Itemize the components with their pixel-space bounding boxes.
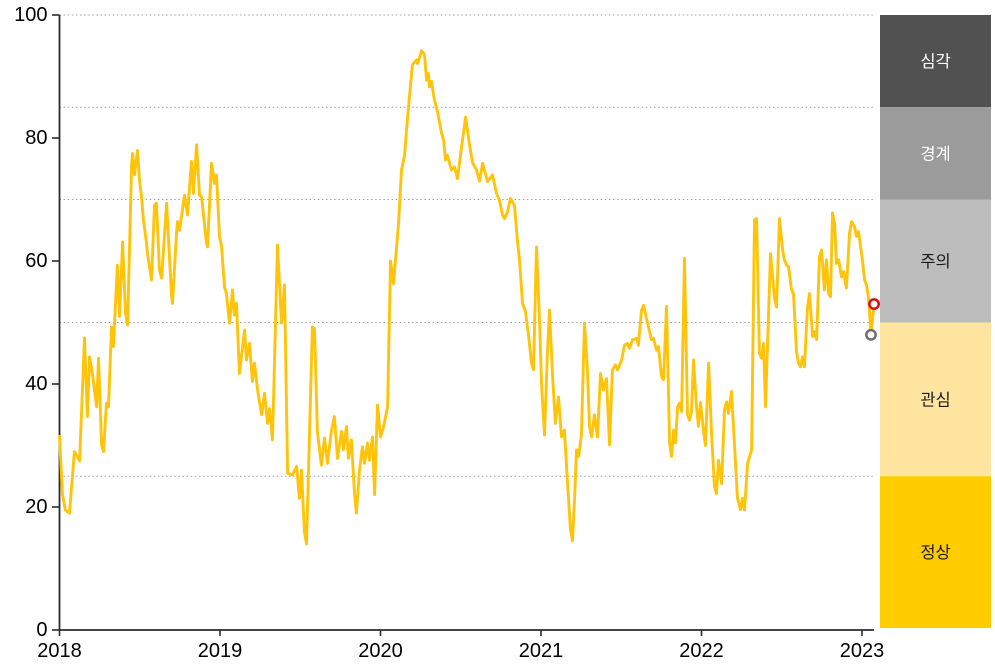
zone-label-4: 정상	[920, 543, 950, 562]
x-tick-label-2019: 2019	[198, 640, 243, 662]
zone-label-1: 경계	[920, 144, 950, 163]
y-tick-label-20: 20	[25, 496, 47, 518]
zone-band-3	[880, 322, 991, 477]
x-tick-label-2022: 2022	[679, 640, 724, 662]
y-tick-label-0: 0	[36, 619, 47, 641]
x-tick-label-2020: 2020	[358, 640, 403, 662]
y-tick-label-80: 80	[25, 127, 47, 149]
y-tick-label-100: 100	[14, 4, 47, 26]
zone-band-0	[880, 15, 991, 108]
latest-value-marker	[868, 298, 880, 310]
y-tick-label-60: 60	[25, 250, 47, 272]
y-tick-label-40: 40	[25, 373, 47, 395]
zone-band-4	[880, 476, 991, 628]
zone-label-0: 심각	[920, 52, 950, 71]
previous-value-marker	[865, 328, 877, 341]
zone-band-1	[880, 107, 991, 200]
x-tick-label-2018: 2018	[37, 640, 82, 662]
zone-label-3: 관심	[920, 390, 950, 409]
x-tick-label-2023: 2023	[840, 640, 885, 662]
index-line-series	[58, 49, 876, 546]
zone-band-2	[880, 199, 991, 323]
x-tick-label-2021: 2021	[519, 640, 564, 662]
zone-label-2: 주의	[920, 252, 950, 271]
